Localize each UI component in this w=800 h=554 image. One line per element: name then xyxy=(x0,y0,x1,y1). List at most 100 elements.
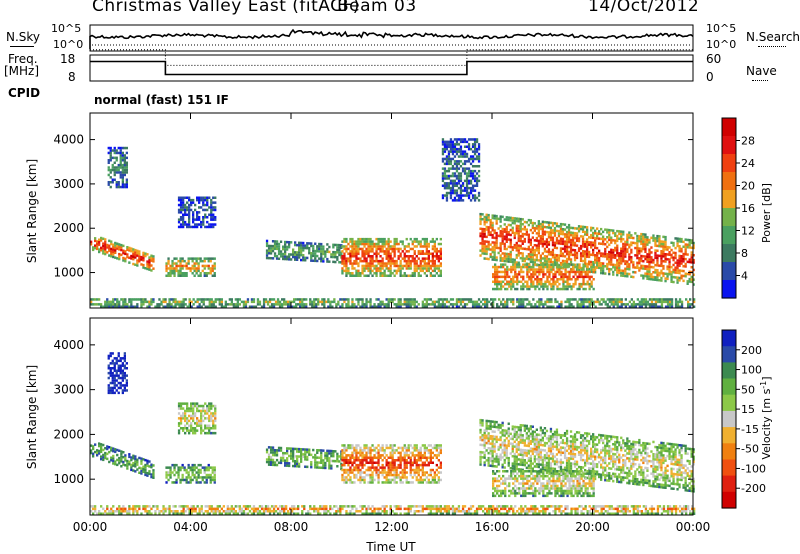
data-cell xyxy=(107,166,110,169)
data-cell xyxy=(199,272,202,275)
data-cell xyxy=(367,247,370,251)
data-cell xyxy=(642,245,645,248)
data-cell xyxy=(668,253,671,256)
data-cell xyxy=(620,252,623,255)
data-cell xyxy=(273,449,277,452)
data-cell xyxy=(179,257,182,260)
data-cell xyxy=(120,455,123,458)
data-cell xyxy=(106,452,109,456)
data-cell xyxy=(365,267,368,270)
data-cell xyxy=(173,257,176,260)
data-cell xyxy=(379,255,382,258)
data-cell xyxy=(371,481,374,484)
data-cell xyxy=(570,285,573,288)
data-cell xyxy=(399,267,402,270)
data-cell xyxy=(594,258,597,262)
data-cell xyxy=(602,262,605,265)
data-cell xyxy=(519,220,522,223)
data-cell xyxy=(535,227,538,230)
data-cell xyxy=(363,459,366,462)
data-cell xyxy=(624,269,627,273)
data-cell xyxy=(630,236,633,239)
data-cell xyxy=(471,300,475,304)
data-cell xyxy=(162,300,165,304)
data-cell xyxy=(586,250,589,253)
data-cell xyxy=(194,429,197,432)
data-cell xyxy=(567,258,571,261)
data-cell xyxy=(616,264,619,267)
data-cell xyxy=(525,247,528,251)
data-cell xyxy=(351,272,354,275)
data-cell xyxy=(107,376,110,380)
data-cell xyxy=(184,431,187,435)
data-cell xyxy=(351,444,354,447)
data-cell xyxy=(152,255,155,258)
data-cell xyxy=(668,268,671,271)
data-cell xyxy=(361,461,364,464)
data-cell xyxy=(656,256,659,260)
data-cell xyxy=(209,466,212,469)
data-cell xyxy=(181,257,184,260)
data-cell xyxy=(534,270,537,274)
data-cell xyxy=(117,359,120,363)
data-cell xyxy=(343,463,346,467)
data-cell xyxy=(119,173,122,177)
data-cell xyxy=(367,456,370,459)
data-cell xyxy=(275,245,279,248)
data-cell xyxy=(116,257,119,260)
data-cell xyxy=(371,269,374,273)
data-cell xyxy=(521,232,524,236)
data-cell xyxy=(268,305,272,308)
data-cell xyxy=(300,448,303,451)
data-cell xyxy=(532,298,535,301)
data-cell xyxy=(463,298,467,301)
data-cell xyxy=(545,230,549,234)
data-cell xyxy=(666,248,669,251)
data-cell xyxy=(457,174,461,178)
data-cell xyxy=(300,251,303,254)
data-cell xyxy=(296,447,299,451)
data-cell xyxy=(142,470,145,473)
data-cell xyxy=(445,160,449,163)
data-cell xyxy=(487,233,490,236)
data-cell xyxy=(567,255,571,259)
data-cell xyxy=(674,261,677,264)
data-cell xyxy=(547,253,551,256)
data-cell xyxy=(357,471,360,474)
data-cell xyxy=(517,251,520,255)
data-cell xyxy=(455,143,459,146)
data-cell xyxy=(563,250,567,253)
data-cell xyxy=(499,225,502,228)
data-cell xyxy=(109,374,112,377)
data-cell xyxy=(502,275,505,279)
data-cell xyxy=(555,256,559,259)
data-cell xyxy=(551,236,555,239)
data-cell xyxy=(581,242,585,246)
data-cell xyxy=(439,264,442,268)
data-cell xyxy=(136,259,139,262)
data-cell xyxy=(556,270,559,274)
data-cell xyxy=(134,455,137,458)
data-cell xyxy=(322,247,325,251)
data-cell xyxy=(267,446,271,449)
data-cell xyxy=(552,268,555,271)
data-cell xyxy=(533,253,536,257)
data-cell xyxy=(351,242,354,246)
data-cell xyxy=(582,278,585,281)
data-cell xyxy=(566,263,569,266)
data-cell xyxy=(461,150,465,153)
data-cell xyxy=(555,258,559,262)
data-cell xyxy=(347,300,350,304)
data-cell xyxy=(371,305,374,308)
data-cell xyxy=(349,478,352,482)
data-cell xyxy=(614,254,617,257)
data-cell xyxy=(195,267,198,270)
data-cell xyxy=(115,159,118,162)
data-cell xyxy=(688,277,691,281)
data-cell xyxy=(399,262,402,265)
data-cell xyxy=(530,273,533,276)
data-cell xyxy=(423,240,426,243)
data-cell xyxy=(144,463,147,467)
data-cell xyxy=(477,145,481,148)
data-cell xyxy=(369,255,372,258)
